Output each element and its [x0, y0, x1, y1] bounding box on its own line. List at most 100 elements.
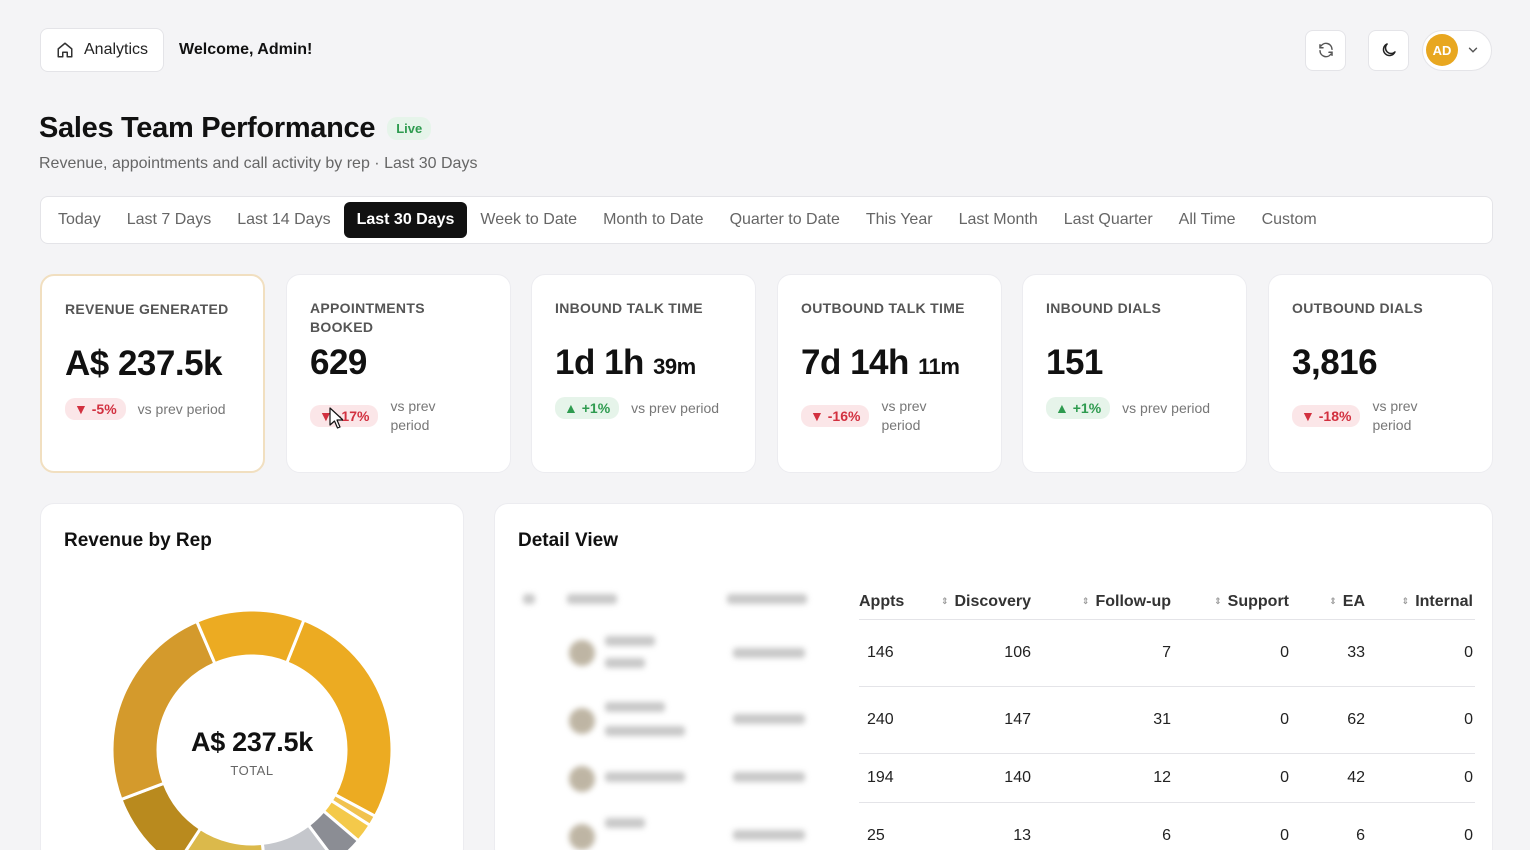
sort-icon: ⇕: [940, 596, 949, 606]
sort-icon: ⇕: [1214, 596, 1222, 606]
table-cell: 0: [1280, 711, 1289, 728]
blurred-rep-columns: [517, 584, 847, 850]
top-bar: Analytics Welcome, Admin! AD: [40, 28, 1492, 72]
range-tab-quarter-to-date[interactable]: Quarter to Date: [729, 211, 840, 228]
range-tab-last-14-days[interactable]: Last 14 Days: [237, 211, 331, 228]
column-header-ea[interactable]: ⇕ EA: [1329, 592, 1365, 610]
dark-mode-toggle[interactable]: [1368, 29, 1409, 71]
page-subtitle: Revenue, appointments and call activity …: [39, 155, 478, 172]
table-cell: 140: [1004, 769, 1031, 786]
range-tab-today[interactable]: Today: [58, 211, 101, 228]
kpi-value: 629: [310, 343, 367, 382]
table-cell: 147: [1004, 711, 1031, 728]
kpi-delta-badge: ▲ +1%: [1046, 397, 1111, 419]
table-body: 146 106 7 0 33 0 240 147 31 0 62 0 194 140 12 0 42 0 25 13 6…: [859, 620, 1475, 850]
kpi-label: OUTBOUND TALK TIME: [801, 300, 965, 316]
sort-icon: ⇕: [1329, 596, 1337, 606]
table-cell: 106: [1004, 644, 1031, 661]
table-cell: 240: [867, 711, 894, 728]
donut-slice-9[interactable]: [194, 609, 306, 666]
mouse-cursor: [329, 407, 343, 429]
range-tab-last-7-days[interactable]: Last 7 Days: [126, 211, 212, 228]
kpi-label: INBOUND DIALS: [1046, 300, 1162, 316]
column-header-follow-up[interactable]: ⇕ Follow-up: [1081, 592, 1171, 610]
range-tab-custom[interactable]: Custom: [1261, 211, 1317, 228]
donut-total-value: A$ 237.5k: [191, 727, 313, 757]
table-cell: 13: [1013, 826, 1031, 844]
refresh-button[interactable]: [1305, 29, 1346, 71]
table-cell: 0: [1280, 826, 1289, 844]
detail-view-panel: Detail View Appts ⇕ Discovery ⇕ Follow-up ⇕ Su…: [494, 503, 1493, 850]
range-tab-last-month[interactable]: Last Month: [958, 211, 1038, 228]
sort-icon: ⇕: [1401, 596, 1410, 606]
column-header-support[interactable]: ⇕ Support: [1214, 592, 1289, 610]
table-cell: 42: [1347, 769, 1365, 786]
table-cell: 0: [1464, 826, 1473, 844]
kpi-delta-badge: ▲ +1%: [555, 397, 620, 419]
kpi-value: 7d 14h 11m: [801, 343, 960, 382]
table-cell: 7: [1162, 644, 1171, 661]
table-cell: 33: [1347, 644, 1365, 661]
table-cell: 0: [1464, 644, 1473, 661]
home-icon: [56, 41, 74, 59]
kpi-footer: ▼ -18% vs prev period: [1292, 397, 1469, 435]
kpi-delta-badge: ▼ -5%: [65, 398, 126, 420]
table-cell: 0: [1464, 711, 1473, 728]
page-title: Sales Team Performance: [39, 112, 376, 144]
kpi-label: APPOINTMENTS BOOKED: [310, 300, 425, 335]
kpi-vs-label: vs prev period: [1372, 398, 1418, 433]
refresh-icon: [1317, 41, 1335, 59]
kpi-card-inbound-talk-time[interactable]: INBOUND TALK TIME 1d 1h 39m ▲ +1% vs prev p…: [531, 274, 756, 473]
table-row[interactable]: 240 147 31 0 62 0: [859, 687, 1475, 754]
table-cell: 6: [1162, 826, 1171, 844]
kpi-card-appointments-booked[interactable]: APPOINTMENTS BOOKED 629 ▼ -17% vs prev peri…: [286, 274, 511, 473]
analytics-home-button[interactable]: Analytics: [40, 28, 165, 72]
kpi-footer: ▲ +1% vs prev period: [555, 397, 732, 419]
column-header-discovery[interactable]: ⇕ Discovery: [940, 592, 1031, 610]
user-menu-button[interactable]: AD: [1422, 29, 1492, 71]
kpi-vs-label: vs prev period: [137, 400, 226, 417]
table-cell: 0: [1464, 769, 1473, 786]
live-badge: Live: [387, 117, 432, 140]
kpi-card-outbound-dials[interactable]: OUTBOUND DIALS 3,816 ▼ -18% vs prev period: [1268, 274, 1493, 473]
kpi-label: REVENUE GENERATED: [65, 301, 229, 317]
table-cell: 146: [867, 644, 894, 661]
sort-icon: ⇕: [1081, 596, 1090, 606]
range-tab-last-quarter[interactable]: Last Quarter: [1063, 211, 1153, 228]
kpi-value: A$ 237.5k: [65, 344, 223, 383]
table-row[interactable]: 194 140 12 0 42 0: [859, 754, 1475, 803]
table-row[interactable]: 146 106 7 0 33 0: [859, 620, 1475, 687]
range-tab-all-time[interactable]: All Time: [1178, 211, 1236, 228]
kpi-value: 3,816: [1292, 343, 1378, 382]
kpi-vs-label: vs prev period: [881, 398, 927, 433]
donut-slice-5[interactable]: [260, 823, 336, 850]
revenue-donut-chart: A$ 237.5k TOTAL: [111, 609, 393, 850]
column-header-appts[interactable]: Appts: [859, 592, 905, 610]
kpi-delta-badge: ▼ -16%: [801, 405, 870, 427]
analytics-label: Analytics: [84, 41, 149, 58]
kpi-vs-label: vs prev period: [390, 398, 436, 433]
table-cell: 31: [1153, 711, 1171, 728]
kpi-delta-badge: ▼ -17%: [310, 405, 379, 427]
column-header-internal[interactable]: ⇕ Internal: [1401, 592, 1473, 610]
range-tab-last-30-days[interactable]: Last 30 Days: [343, 202, 468, 238]
range-tab-week-to-date[interactable]: Week to Date: [480, 211, 578, 228]
table-row[interactable]: 25 13 6 0 6 0: [859, 803, 1475, 850]
detail-table: Appts ⇕ Discovery ⇕ Follow-up ⇕ Support ⇕ EA ⇕ Int…: [859, 584, 1475, 850]
kpi-footer: ▲ +1% vs prev period: [1046, 397, 1223, 419]
kpi-label: OUTBOUND DIALS: [1292, 300, 1423, 316]
kpi-delta-badge: ▼ -18%: [1292, 405, 1361, 427]
kpi-card-inbound-dials[interactable]: INBOUND DIALS 151 ▲ +1% vs prev period: [1022, 274, 1247, 473]
kpi-card-outbound-talk-time[interactable]: OUTBOUND TALK TIME 7d 14h 11m ▼ -16% vs pre…: [777, 274, 1002, 473]
table-header: Appts ⇕ Discovery ⇕ Follow-up ⇕ Support ⇕ EA ⇕ Int…: [859, 584, 1475, 620]
kpi-card-revenue-generated[interactable]: REVENUE GENERATED A$ 237.5k ▼ -5% vs prev p…: [40, 274, 265, 473]
range-tab-this-year[interactable]: This Year: [865, 211, 933, 228]
donut-total-label: TOTAL: [230, 763, 274, 778]
kpi-footer: ▼ -5% vs prev period: [65, 398, 240, 420]
range-tab-month-to-date[interactable]: Month to Date: [603, 211, 704, 228]
table-cell: 62: [1347, 711, 1365, 728]
donut-slice-1[interactable]: [284, 618, 393, 819]
revenue-panel-title: Revenue by Rep: [64, 530, 212, 551]
detail-panel-title: Detail View: [518, 530, 618, 551]
kpi-value: 1d 1h 39m: [555, 343, 696, 382]
